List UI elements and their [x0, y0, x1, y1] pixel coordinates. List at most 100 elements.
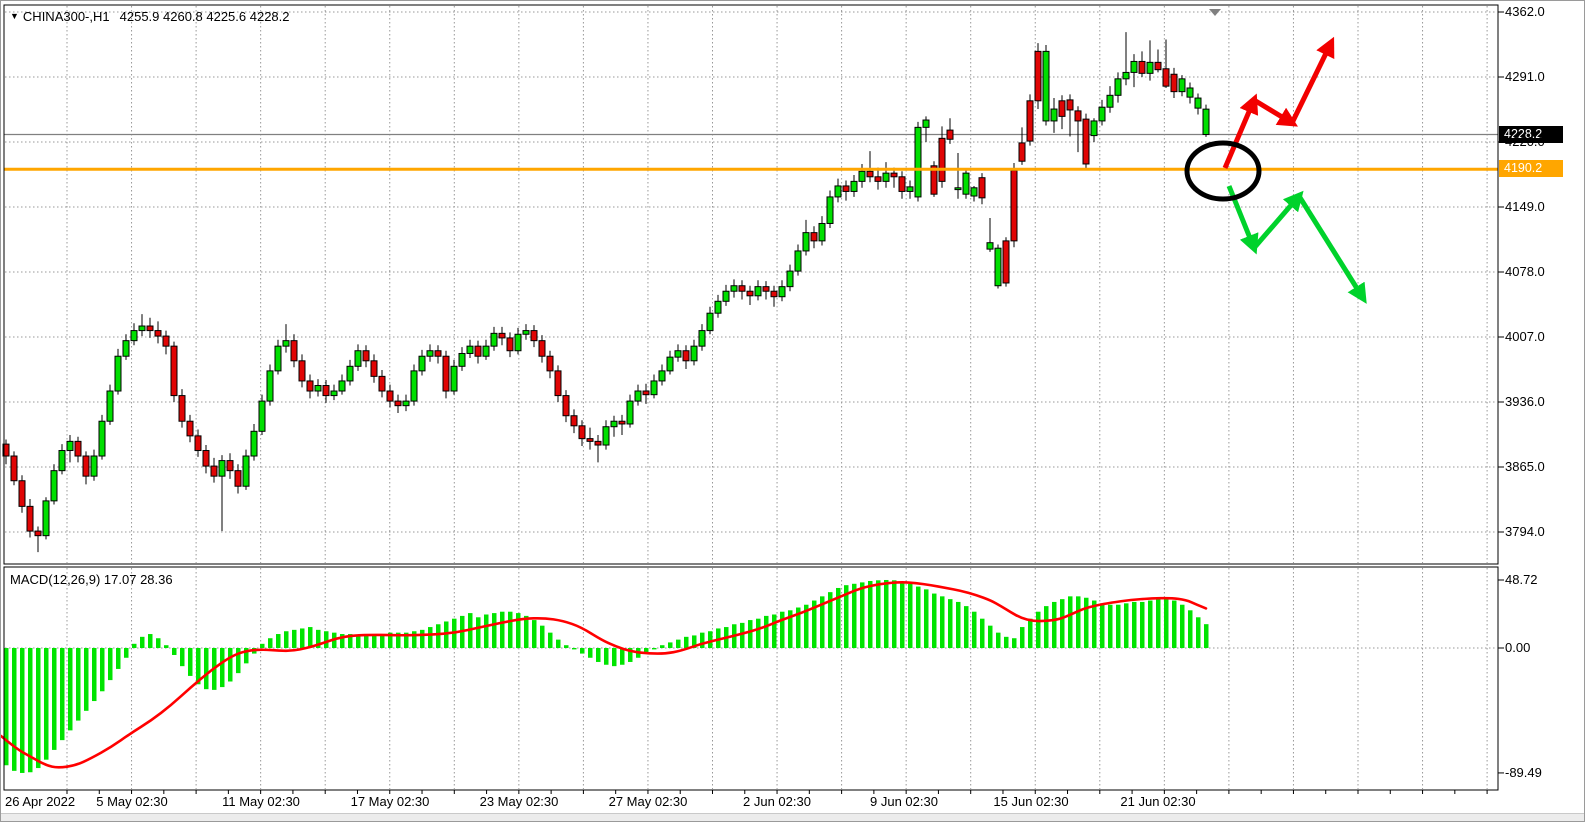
symbol-dropdown-icon[interactable]: ▼ — [10, 11, 19, 21]
candle — [250, 423, 258, 461]
candle — [946, 118, 954, 144]
candle — [842, 180, 850, 201]
candle — [26, 499, 34, 538]
candle — [730, 279, 738, 298]
candle — [914, 121, 922, 202]
candle — [34, 526, 42, 553]
candle — [274, 339, 282, 375]
candle — [1074, 106, 1082, 153]
candle — [874, 167, 882, 190]
candle — [882, 162, 890, 188]
candle — [650, 374, 658, 399]
candle — [1026, 94, 1034, 146]
candle — [506, 332, 514, 358]
candle — [290, 334, 298, 368]
candle — [2, 439, 10, 465]
candle — [978, 173, 986, 205]
candle — [722, 284, 730, 306]
candle — [474, 340, 482, 364]
candle — [1066, 94, 1074, 137]
candle — [122, 334, 130, 360]
price-axis-label: 3865.0 — [1505, 459, 1545, 474]
candle — [90, 449, 98, 481]
price-axis-label: 4149.0 — [1505, 199, 1545, 214]
time-axis-label: 15 Jun 02:30 — [993, 794, 1069, 809]
candle — [1050, 98, 1058, 133]
candle — [442, 350, 450, 399]
candle — [994, 244, 1002, 289]
macd-signal-line — [1, 581, 1208, 769]
time-axis-label: 9 Jun 02:30 — [870, 794, 938, 809]
bearish-scenario-arrow[interactable] — [1226, 185, 1367, 304]
candle — [1170, 67, 1178, 99]
candle — [66, 434, 74, 463]
candle — [458, 347, 466, 371]
candle — [50, 464, 58, 505]
candle — [1178, 75, 1186, 97]
candle — [778, 280, 786, 302]
price-axis-label: 4362.0 — [1505, 4, 1545, 19]
candle — [186, 414, 194, 443]
candle — [194, 429, 202, 457]
price-axis-label: 4291.0 — [1505, 69, 1545, 84]
candle — [234, 464, 242, 494]
breakout-highlight-ellipse[interactable] — [1184, 140, 1262, 202]
candle — [666, 350, 674, 375]
candle — [298, 354, 306, 388]
candle — [1202, 104, 1210, 137]
time-axis-label: 5 May 02:30 — [96, 794, 168, 809]
candle — [490, 326, 498, 351]
candle — [986, 217, 994, 252]
hline-price-tag[interactable]: 4190.2 — [1499, 160, 1563, 177]
price-axis-label: 4078.0 — [1505, 264, 1545, 279]
candle — [370, 354, 378, 383]
time-axis-label: 11 May 02:30 — [222, 794, 300, 809]
candle — [674, 344, 682, 362]
candle — [266, 364, 274, 406]
candle — [418, 349, 426, 376]
candle — [1186, 82, 1194, 104]
candle — [794, 244, 802, 276]
price-axis-label: 3936.0 — [1505, 394, 1545, 409]
candle — [938, 126, 946, 188]
candle — [1138, 51, 1146, 77]
candle — [930, 161, 938, 197]
candle — [546, 350, 554, 379]
candle — [522, 324, 530, 340]
candle — [834, 178, 842, 203]
candle — [330, 384, 338, 401]
candle — [1114, 72, 1122, 103]
candle — [610, 415, 618, 437]
candle — [858, 163, 866, 188]
macd-axis-label: 0.00 — [1505, 640, 1531, 655]
candle — [642, 383, 650, 404]
candle — [714, 294, 722, 318]
candle — [738, 280, 746, 300]
bullish-scenario-arrow[interactable] — [1222, 36, 1335, 169]
candle — [386, 384, 394, 408]
candle — [1194, 93, 1202, 115]
candle — [850, 174, 858, 197]
price-pane-border — [3, 4, 1499, 565]
candle — [498, 326, 506, 346]
candle — [762, 281, 770, 300]
candle — [530, 325, 538, 348]
candle — [218, 455, 226, 532]
candle — [178, 389, 186, 428]
time-axis-label: 21 Jun 02:30 — [1120, 794, 1196, 809]
candle — [306, 374, 314, 399]
candle — [514, 327, 522, 355]
candle — [818, 216, 826, 246]
candle — [106, 384, 114, 425]
candle — [602, 420, 610, 450]
candle — [170, 341, 178, 402]
candle — [282, 324, 290, 353]
candle — [634, 384, 642, 406]
candle — [10, 451, 18, 486]
candle — [1106, 86, 1114, 113]
candle — [242, 449, 250, 490]
axis-ticks — [66, 11, 1504, 794]
candle — [314, 379, 322, 397]
time-axis-label: 2 Jun 02:30 — [743, 794, 811, 809]
